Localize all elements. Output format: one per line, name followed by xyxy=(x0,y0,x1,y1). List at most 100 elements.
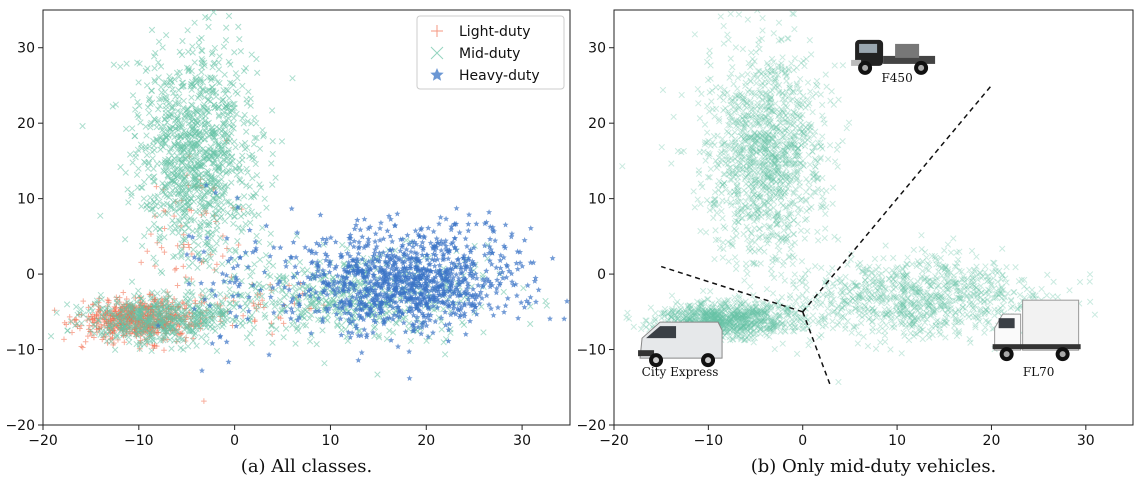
data-point xyxy=(295,327,302,335)
data-point xyxy=(370,317,377,323)
data-point xyxy=(164,329,171,336)
data-point xyxy=(804,227,811,235)
data-point xyxy=(380,249,387,256)
data-point xyxy=(270,244,277,251)
data-point xyxy=(429,244,436,250)
data-point xyxy=(294,317,301,323)
data-point xyxy=(202,117,209,124)
data-point xyxy=(125,324,133,331)
data-point xyxy=(741,98,748,105)
data-point xyxy=(791,254,798,261)
data-point xyxy=(523,297,530,304)
data-point xyxy=(123,296,130,302)
data-point xyxy=(194,264,201,271)
data-point xyxy=(765,99,772,106)
data-point xyxy=(338,331,345,338)
data-point xyxy=(324,252,331,259)
data-point xyxy=(194,185,201,192)
data-point xyxy=(105,307,113,315)
data-point xyxy=(382,273,389,280)
data-point xyxy=(201,296,208,303)
data-point xyxy=(235,23,242,30)
data-point xyxy=(433,235,440,242)
data-point xyxy=(432,268,439,274)
data-point xyxy=(218,307,225,315)
data-point xyxy=(175,73,183,80)
data-point xyxy=(269,284,276,291)
data-point xyxy=(128,192,135,200)
data-point xyxy=(412,258,419,265)
data-point xyxy=(218,260,226,268)
data-point xyxy=(213,347,221,355)
data-point xyxy=(440,287,447,294)
data-point xyxy=(339,303,346,310)
data-point xyxy=(185,263,193,270)
data-point xyxy=(220,321,227,328)
data-point xyxy=(337,254,344,260)
data-point xyxy=(123,60,130,67)
data-point xyxy=(223,338,230,345)
data-point xyxy=(185,241,192,248)
data-point xyxy=(230,203,237,210)
data-point xyxy=(231,213,239,220)
data-point xyxy=(282,308,289,315)
data-point xyxy=(191,254,198,261)
data-point xyxy=(89,332,95,338)
data-point xyxy=(822,225,829,232)
data-point xyxy=(193,342,200,349)
data-point xyxy=(347,253,354,259)
data-point xyxy=(448,240,455,247)
data-point xyxy=(404,252,411,258)
data-point xyxy=(239,203,247,210)
data-point xyxy=(218,199,225,206)
data-point xyxy=(169,112,176,119)
data-point xyxy=(243,165,250,173)
data-point xyxy=(497,257,504,264)
data-point xyxy=(394,210,401,217)
data-point xyxy=(379,267,386,274)
data-point xyxy=(658,143,665,151)
data-point xyxy=(405,289,412,296)
data-point xyxy=(814,228,821,236)
data-point xyxy=(345,309,352,316)
data-point xyxy=(214,322,221,329)
data-point xyxy=(527,320,534,328)
data-point xyxy=(230,125,237,132)
data-point xyxy=(392,299,399,306)
data-point xyxy=(450,309,457,316)
data-point xyxy=(564,298,570,304)
data-point xyxy=(138,184,145,191)
data-point xyxy=(344,263,351,270)
data-point xyxy=(418,225,425,232)
data-point xyxy=(508,233,515,240)
data-point xyxy=(456,281,463,288)
data-point xyxy=(269,181,276,188)
data-point xyxy=(148,87,155,94)
data-point xyxy=(245,88,252,95)
data-point xyxy=(469,274,476,281)
data-point xyxy=(163,31,170,39)
data-point xyxy=(437,283,444,290)
data-point xyxy=(504,295,511,301)
data-point xyxy=(357,294,364,301)
data-point xyxy=(368,308,375,315)
data-point xyxy=(345,287,352,294)
data-point xyxy=(176,122,184,130)
data-point xyxy=(263,222,270,229)
data-point xyxy=(169,86,176,93)
data-point xyxy=(393,253,400,260)
data-point xyxy=(87,304,95,312)
data-point xyxy=(422,283,429,289)
data-point xyxy=(460,254,467,261)
data-point xyxy=(223,198,230,205)
data-point xyxy=(235,224,242,231)
data-point xyxy=(455,275,462,282)
data-point xyxy=(266,283,273,290)
data-point xyxy=(365,235,372,242)
data-point xyxy=(445,276,452,283)
data-point xyxy=(133,340,140,348)
data-point xyxy=(437,214,444,220)
data-point xyxy=(293,254,300,260)
data-point xyxy=(341,301,348,308)
data-point xyxy=(111,346,119,353)
